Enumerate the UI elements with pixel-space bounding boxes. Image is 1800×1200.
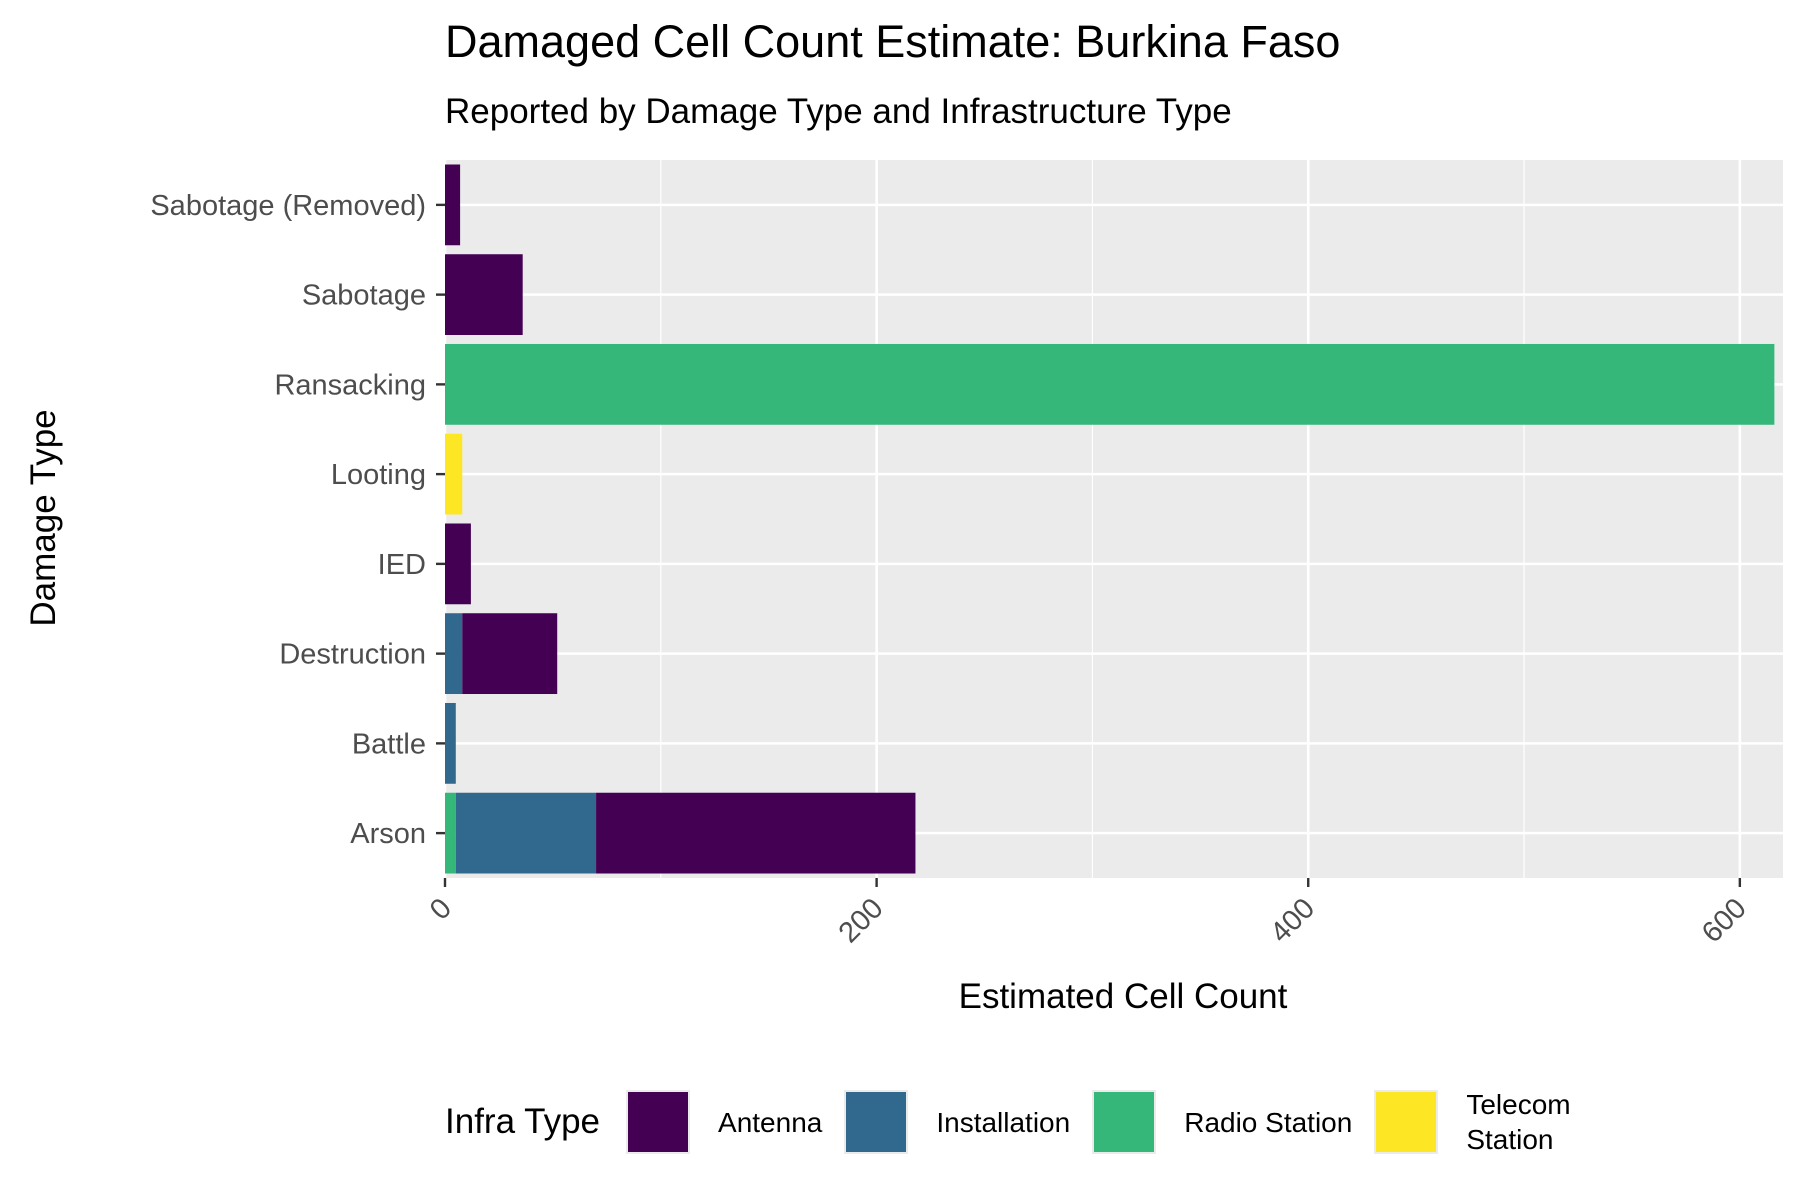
legend-title: Infra Type	[445, 1102, 601, 1141]
x-axis-title: Estimated Cell Count	[959, 977, 1288, 1016]
y-tick-label: Battle	[352, 728, 426, 760]
bar-ied-antenna	[445, 523, 471, 605]
legend-label: Telecom Station	[1466, 1089, 1571, 1155]
x-tick-label: 0	[424, 892, 458, 926]
legend: Infra Type Antenna Installation Radio Stat…	[445, 1082, 1593, 1162]
chart-title: Damaged Cell Count Estimate: Burkina Fas…	[445, 16, 1341, 67]
y-tick-label: Looting	[331, 459, 426, 491]
y-tick-label: Ransacking	[274, 369, 426, 401]
legend-item: Installation	[844, 1090, 1070, 1154]
legend-swatch	[844, 1090, 909, 1154]
bar-arson-installation	[455, 792, 597, 874]
plot-panel	[445, 160, 1783, 878]
y-tick-label: IED	[378, 549, 426, 581]
bar-destruction-antenna	[462, 613, 558, 695]
legend-swatch	[1374, 1090, 1439, 1154]
legend-item: Antenna	[626, 1090, 822, 1154]
y-axis-title: Damage Type	[24, 409, 63, 626]
legend-label: Installation	[936, 1106, 1071, 1138]
bar-sabotage-removed--antenna	[445, 164, 461, 246]
y-tick-label: Sabotage	[302, 280, 426, 312]
x-tick-label: 400	[1264, 892, 1321, 949]
legend-swatch	[626, 1090, 691, 1154]
chart-subtitle: Reported by Damage Type and Infrastructu…	[445, 92, 1232, 131]
bar-destruction-installation	[445, 613, 463, 695]
bar-battle-installation	[445, 702, 456, 784]
legend-label: Radio Station	[1184, 1106, 1353, 1138]
y-tick-label: Destruction	[279, 639, 426, 671]
bar-ransacking-radio-station	[445, 343, 1775, 425]
y-tick-label: Sabotage (Removed)	[150, 190, 426, 222]
legend-item: Radio Station	[1092, 1090, 1352, 1154]
y-tick-label: Arson	[350, 818, 426, 850]
legend-swatch	[1092, 1090, 1157, 1154]
x-tick-label: 600	[1696, 892, 1753, 949]
bar-arson-radio-station	[445, 792, 456, 874]
bar-sabotage-antenna	[445, 254, 523, 336]
legend-item: Telecom Station	[1374, 1087, 1571, 1157]
bar-arson-antenna	[596, 792, 916, 874]
bar-chart: Arson Battle Destruction IED Looting Ransacki…	[24, 160, 1783, 1016]
x-tick-label: 200	[833, 892, 890, 949]
bar-looting-telecom-station	[445, 433, 463, 515]
legend-label: Antenna	[718, 1106, 823, 1138]
